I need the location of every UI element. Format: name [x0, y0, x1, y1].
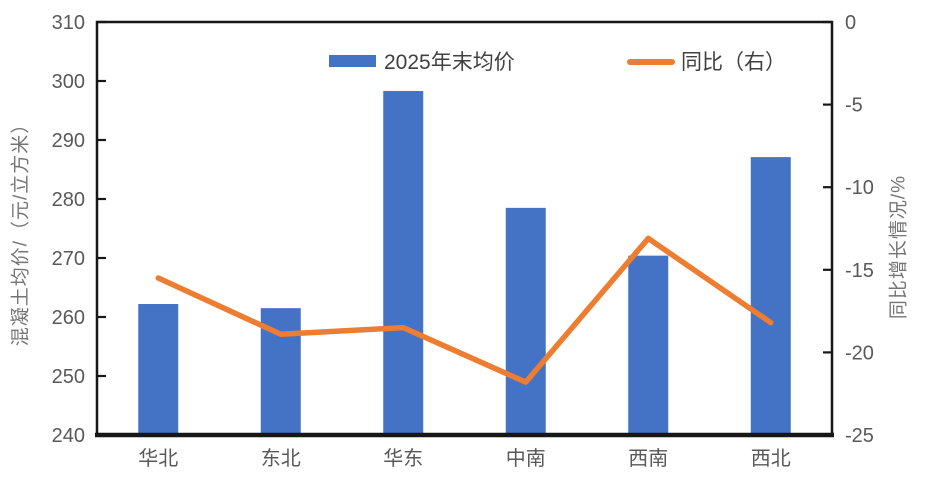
- right-axis-title: 同比增长情况/%: [888, 174, 910, 320]
- line-series: [155, 235, 774, 385]
- category-label-东北: 东北: [261, 447, 301, 470]
- right-axis-tick-label: -10: [845, 177, 874, 199]
- bar-华北: [138, 304, 179, 435]
- plot-border: [95, 20, 834, 437]
- left-axis-title: 混凝土均价/（元/立方米）: [10, 113, 32, 347]
- bar-华东: [383, 91, 424, 435]
- left-axis-tick-label: 310: [52, 12, 85, 34]
- legend-bar-label: 2025年末均价: [384, 51, 515, 74]
- left-axis-tick-label: 260: [52, 307, 85, 329]
- legend-bar-swatch-icon: [329, 55, 376, 67]
- left-axis-tick-label: 300: [52, 71, 85, 93]
- bar-西南: [628, 255, 669, 435]
- right-axis-tick-label: -15: [845, 260, 874, 282]
- right-axis-tick-label: -25: [845, 425, 874, 447]
- bar-中南: [505, 207, 546, 435]
- category-label-华北: 华北: [138, 447, 178, 470]
- category-label-西北: 西北: [751, 447, 791, 470]
- left-axis-tick-label: 270: [52, 248, 85, 270]
- category-label-中南: 中南: [506, 447, 546, 470]
- left-axis-tick-label: 280: [52, 189, 85, 211]
- left-axis-tick-label: 250: [52, 366, 85, 388]
- right-axis-tick-label: -20: [845, 342, 874, 364]
- category-label-华东: 华东: [383, 447, 423, 470]
- left-axis-tick-label: 240: [52, 425, 85, 447]
- right-axis-tick-label: 0: [845, 12, 856, 34]
- category-label-西南: 西南: [628, 447, 668, 470]
- bar-西北: [750, 157, 791, 436]
- left-axis-tick-label: 290: [52, 130, 85, 152]
- right-axis-tick-label: -5: [845, 95, 863, 117]
- legend-line-label: 同比（右）: [681, 51, 786, 74]
- legend-line-swatch-icon: [627, 59, 675, 65]
